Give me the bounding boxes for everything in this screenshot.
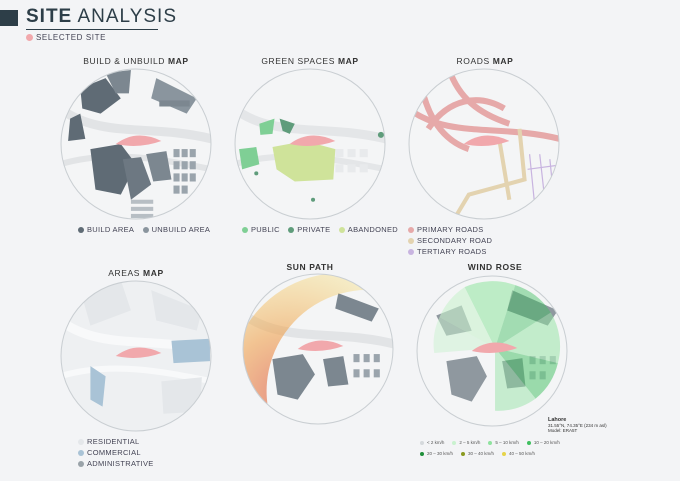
build-unbuild-map — [60, 68, 212, 220]
legend-item: 30 – 40 km/h — [461, 449, 494, 459]
legend-item: 5 – 10 km/h — [488, 438, 519, 448]
legend-item: TERTIARY ROADS — [408, 247, 487, 257]
wind-location-label: Lahore 31.55°N, 74.35°E (234 m asl) Mode… — [548, 417, 607, 433]
green-map-title: GREEN SPACES MAP — [261, 56, 359, 66]
selected-site-label: SELECTED SITE — [36, 33, 107, 42]
legend-swatch — [452, 441, 457, 445]
areas-map-title: AREAS MAP — [108, 268, 164, 278]
legend-swatch — [408, 227, 414, 233]
legend-swatch — [78, 461, 84, 467]
areas-map — [60, 280, 212, 432]
legend-swatch — [461, 452, 466, 456]
sun-path-map — [242, 273, 394, 425]
legend-item: ADMINISTRATIVE — [78, 459, 154, 469]
legend-item: < 2 km/h — [420, 438, 444, 448]
legend-item: 20 – 30 km/h — [420, 449, 453, 459]
legend-swatch — [408, 249, 414, 255]
legend-item: RESIDENTIAL — [78, 437, 139, 447]
green-spaces-map — [234, 68, 386, 220]
legend-item: UNBUILD AREA — [142, 225, 211, 234]
legend-item: ABANDONED — [338, 225, 398, 234]
legend-swatch — [242, 226, 248, 233]
legend-swatch — [488, 441, 493, 445]
legend-swatch — [288, 226, 295, 233]
legend-item: PRIMARY ROADS — [408, 225, 484, 235]
legend-swatch — [142, 226, 149, 233]
green-map-legend: PUBLIC PRIVATE ABANDONED — [242, 225, 404, 235]
legend-swatch — [338, 226, 345, 233]
legend-item: 40 – 50 km/h — [502, 449, 535, 459]
legend-swatch — [420, 441, 424, 445]
page-title: SITE ANALYSIS — [26, 6, 177, 27]
selected-site-swatch — [26, 34, 33, 41]
legend-item: PRIVATE — [288, 225, 330, 234]
wind-rose-map — [416, 275, 568, 427]
legend-swatch — [420, 452, 424, 456]
areas-map-legend: RESIDENTIAL COMMERCIAL ADMINISTRATIVE — [78, 437, 208, 470]
roads-map-legend: PRIMARY ROADS SECONDARY ROAD TERTIARY ROA… — [408, 225, 578, 258]
header-accent-block — [0, 10, 18, 26]
legend-item: COMMERCIAL — [78, 448, 141, 458]
title-underline — [26, 29, 158, 30]
legend-swatch — [78, 450, 84, 456]
roads-map — [408, 68, 560, 220]
legend-swatch — [78, 439, 84, 445]
legend-item: PUBLIC — [242, 225, 280, 234]
legend-swatch — [78, 226, 84, 233]
legend-item: SECONDARY ROAD — [408, 236, 492, 246]
legend-swatch — [502, 452, 507, 456]
legend-swatch — [408, 238, 414, 244]
legend-item: BUILD AREA — [78, 225, 134, 234]
build-map-legend: BUILD AREA UNBUILD AREA — [78, 225, 216, 235]
build-map-title: BUILD & UNBUILD MAP — [83, 56, 189, 66]
wind-rose-title: WIND ROSE — [467, 262, 523, 272]
legend-item: 2 – 5 km/h — [452, 438, 480, 448]
sun-path-title: SUN PATH — [286, 262, 334, 272]
roads-map-title: ROADS MAP — [456, 56, 514, 66]
legend-swatch — [526, 441, 531, 445]
legend-item: 10 – 20 km/h — [526, 438, 560, 448]
wind-rose-legend: < 2 km/h 2 – 5 km/h 5 – 10 km/h 10 – 20 km/… — [420, 438, 580, 460]
